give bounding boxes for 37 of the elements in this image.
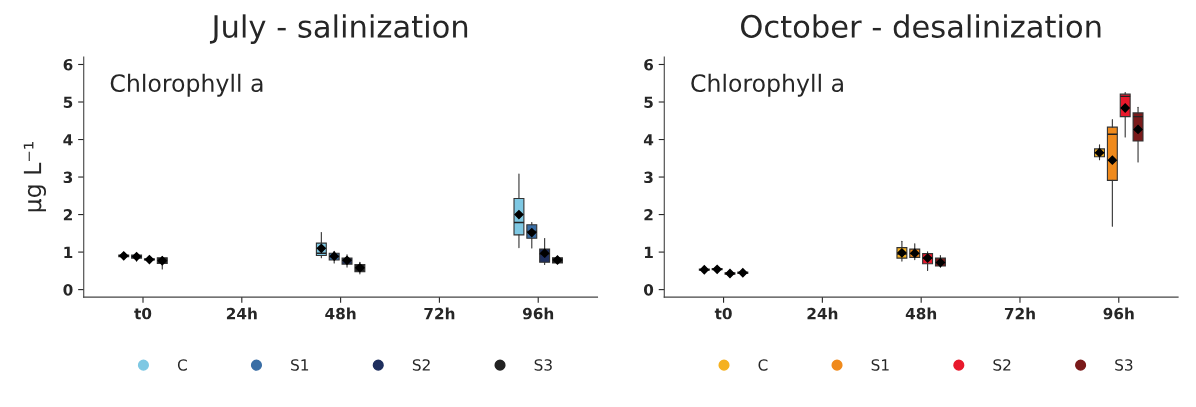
y-tick-label: 6 bbox=[644, 58, 654, 71]
y-tick-label: 3 bbox=[63, 171, 73, 184]
chart-title: October - desalinization bbox=[741, 14, 1101, 38]
x-tick-label: 48h bbox=[325, 307, 356, 320]
y-tick-label: 5 bbox=[644, 96, 653, 109]
y-tick-label: 6 bbox=[63, 58, 73, 71]
legend-label: C bbox=[758, 359, 768, 371]
y-axis-title: µg L⁻¹ bbox=[23, 142, 47, 212]
annotation: Chlorophyll a bbox=[691, 73, 843, 97]
y-tick-label: 3 bbox=[644, 171, 653, 184]
x-tick-label: t0 bbox=[714, 307, 732, 320]
x-tick-label: 72h bbox=[1004, 307, 1035, 320]
y-tick-label: 1 bbox=[644, 246, 653, 258]
x-tick-label: 24h bbox=[807, 307, 838, 320]
y-tick-label: 5 bbox=[63, 96, 73, 109]
x-tick-label: t0 bbox=[134, 307, 152, 320]
legend-label: C bbox=[177, 359, 187, 371]
annotation: Chlorophyll a bbox=[110, 73, 263, 97]
x-tick-label: 24h bbox=[226, 307, 257, 320]
legend-label: S2 bbox=[993, 359, 1011, 371]
y-tick-label: 0 bbox=[63, 284, 73, 296]
y-tick-label: 1 bbox=[64, 246, 73, 258]
x-tick-label: 96h bbox=[522, 307, 554, 320]
y-tick-label: 2 bbox=[63, 209, 72, 221]
y-tick-label: 0 bbox=[643, 284, 654, 296]
legend-label: S1 bbox=[871, 359, 889, 371]
y-tick-label: 4 bbox=[63, 134, 73, 146]
legend-label: S3 bbox=[1115, 359, 1133, 371]
legend-label: S3 bbox=[534, 359, 552, 371]
x-tick-label: 48h bbox=[905, 307, 937, 320]
legend-label: S2 bbox=[412, 359, 430, 371]
x-tick-label: 96h bbox=[1103, 307, 1134, 320]
x-tick-label: 72h bbox=[424, 307, 455, 320]
chart-title: July - salinization bbox=[209, 14, 468, 44]
y-tick-label: 2 bbox=[644, 209, 653, 221]
y-tick-label: 4 bbox=[643, 134, 654, 146]
legend-label: S1 bbox=[291, 359, 309, 371]
